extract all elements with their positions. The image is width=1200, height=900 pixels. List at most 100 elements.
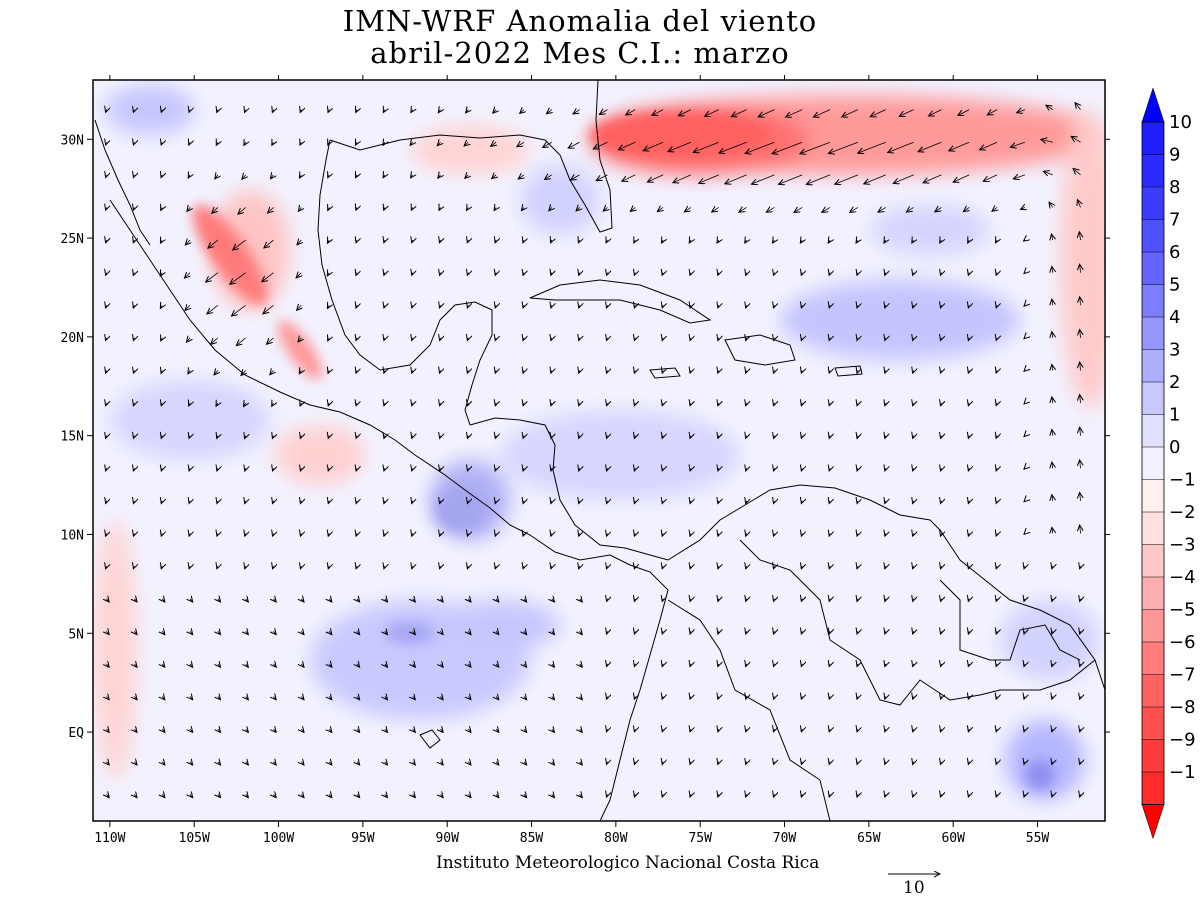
wind-vector-arrow bbox=[524, 762, 527, 765]
wind-vector-arrow bbox=[923, 174, 942, 183]
wind-vector-arrow bbox=[268, 207, 274, 213]
wind-vector-arrow bbox=[968, 468, 969, 471]
wind-vector-arrow bbox=[1080, 329, 1081, 338]
wind-vector-arrow bbox=[718, 762, 719, 765]
wind-vector-arrow bbox=[800, 141, 831, 154]
colorbar-swatch bbox=[1142, 187, 1164, 220]
wind-vector-arrow bbox=[968, 729, 969, 732]
wind-vector-arrow bbox=[829, 370, 830, 373]
wind-vector-arrow bbox=[774, 403, 775, 406]
wind-vector-arrow bbox=[857, 305, 858, 308]
wind-vector-arrow bbox=[996, 468, 997, 471]
wind-vector-arrow bbox=[440, 305, 441, 308]
wind-vector-arrow bbox=[412, 468, 413, 471]
wind-vector-arrow bbox=[162, 729, 165, 732]
wind-vector-arrow bbox=[551, 273, 552, 276]
wind-vector-arrow bbox=[940, 533, 941, 536]
wind-vector-arrow bbox=[857, 273, 858, 276]
wind-vector-arrow bbox=[411, 207, 412, 210]
wind-vector-arrow bbox=[662, 533, 663, 536]
wind-vector-arrow bbox=[751, 174, 775, 184]
wind-vector-arrow bbox=[893, 174, 914, 184]
wind-vector-arrow bbox=[301, 794, 304, 797]
wind-vector-arrow bbox=[467, 403, 468, 406]
wind-vector-arrow bbox=[996, 338, 997, 341]
wind-vector-arrow bbox=[1080, 264, 1081, 273]
wind-vector-arrow bbox=[718, 305, 719, 308]
wind-vector-arrow bbox=[940, 370, 941, 373]
wind-vector-arrow bbox=[626, 110, 636, 115]
wind-vector-arrow bbox=[524, 697, 527, 700]
wind-vector-arrow bbox=[523, 338, 524, 341]
wind-vector-arrow bbox=[412, 533, 413, 536]
wind-vector-arrow bbox=[217, 566, 218, 569]
wind-vector-arrow bbox=[218, 794, 221, 797]
wind-vector-arrow bbox=[524, 729, 527, 732]
colorbar-swatch bbox=[1142, 544, 1164, 577]
wind-vector-arrow bbox=[996, 762, 997, 765]
wind-vector-arrow bbox=[161, 110, 162, 113]
wind-vector-arrow bbox=[384, 436, 385, 439]
wind-vector-arrow bbox=[731, 109, 747, 117]
wind-vector-arrow bbox=[230, 272, 246, 285]
wind-vector-arrow bbox=[774, 468, 775, 471]
wind-vector-arrow bbox=[829, 664, 830, 667]
wind-vector-arrow bbox=[913, 566, 914, 569]
wind-vector-arrow bbox=[523, 273, 524, 276]
wind-vector-arrow bbox=[634, 762, 635, 765]
wind-vector-arrow bbox=[690, 599, 691, 602]
central-america-caribbean bbox=[469, 417, 746, 561]
wind-vector-arrow bbox=[384, 338, 385, 341]
wind-vector-arrow bbox=[106, 305, 107, 308]
wind-vector-arrow bbox=[1052, 697, 1053, 700]
wind-vector-arrow bbox=[468, 599, 471, 602]
wind-vector-arrow bbox=[328, 142, 329, 145]
wind-vector-arrow bbox=[207, 304, 219, 314]
wind-vector-arrow bbox=[1024, 664, 1025, 667]
wind-vector-arrow bbox=[300, 566, 301, 569]
wind-vector-arrow bbox=[1071, 136, 1081, 143]
wind-vector-arrow bbox=[801, 566, 802, 569]
colorbar-label: 8 bbox=[1169, 177, 1180, 198]
wind-vector-arrow bbox=[440, 794, 443, 797]
wind-vector-arrow bbox=[746, 501, 747, 504]
wind-vector-arrow bbox=[774, 436, 775, 439]
wind-vector-arrow bbox=[520, 110, 524, 114]
wind-vector-arrow bbox=[662, 403, 663, 406]
wind-vector-arrow bbox=[552, 697, 555, 700]
wind-vector-arrow bbox=[357, 599, 360, 602]
colorbar-swatch bbox=[1142, 317, 1164, 350]
colombia-border bbox=[667, 599, 831, 821]
wind-vector-arrow bbox=[384, 403, 385, 406]
wind-vector-arrow bbox=[634, 436, 635, 439]
wind-vector-arrow bbox=[801, 468, 802, 471]
wind-vector-arrow bbox=[160, 273, 162, 276]
wind-vector-arrow bbox=[1077, 200, 1080, 208]
wind-vector-arrow bbox=[551, 240, 552, 243]
wind-vector-arrow bbox=[298, 207, 301, 211]
wind-vector-arrow bbox=[438, 110, 440, 113]
wind-vector-arrow bbox=[607, 794, 608, 797]
venezuela-border bbox=[739, 539, 1096, 706]
colorbar-label: −3 bbox=[1169, 535, 1196, 556]
wind-vector-arrow bbox=[801, 794, 802, 797]
wind-vector-arrow bbox=[244, 142, 246, 145]
wind-vector-arrow bbox=[327, 273, 329, 276]
wind-vector-arrow bbox=[940, 403, 941, 406]
wind-vector-arrow bbox=[544, 175, 552, 180]
wind-vector-arrow bbox=[607, 436, 608, 439]
wind-vector-arrow bbox=[940, 566, 941, 569]
wind-vector-arrow bbox=[1052, 566, 1053, 569]
wind-vector-arrow bbox=[801, 729, 802, 732]
wind-vector-arrow bbox=[300, 501, 301, 504]
wind-vector-arrow bbox=[857, 729, 858, 732]
colorbar-label: −2 bbox=[1169, 502, 1196, 523]
wind-vector-arrow bbox=[546, 110, 551, 114]
wind-vector-arrow bbox=[690, 664, 691, 667]
wind-vector-arrow bbox=[263, 304, 274, 313]
wind-vector-arrow bbox=[607, 697, 608, 700]
wind-vector-arrow bbox=[106, 533, 107, 536]
wind-vector-arrow bbox=[1052, 599, 1053, 602]
wind-vector-arrow bbox=[467, 468, 468, 471]
wind-vector-arrow bbox=[523, 305, 524, 308]
